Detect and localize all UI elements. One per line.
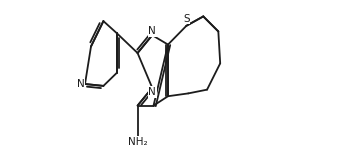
Text: N: N (148, 87, 156, 97)
Text: N: N (77, 79, 85, 89)
Text: N: N (148, 26, 156, 36)
Text: NH₂: NH₂ (128, 137, 147, 147)
Text: S: S (183, 14, 190, 24)
